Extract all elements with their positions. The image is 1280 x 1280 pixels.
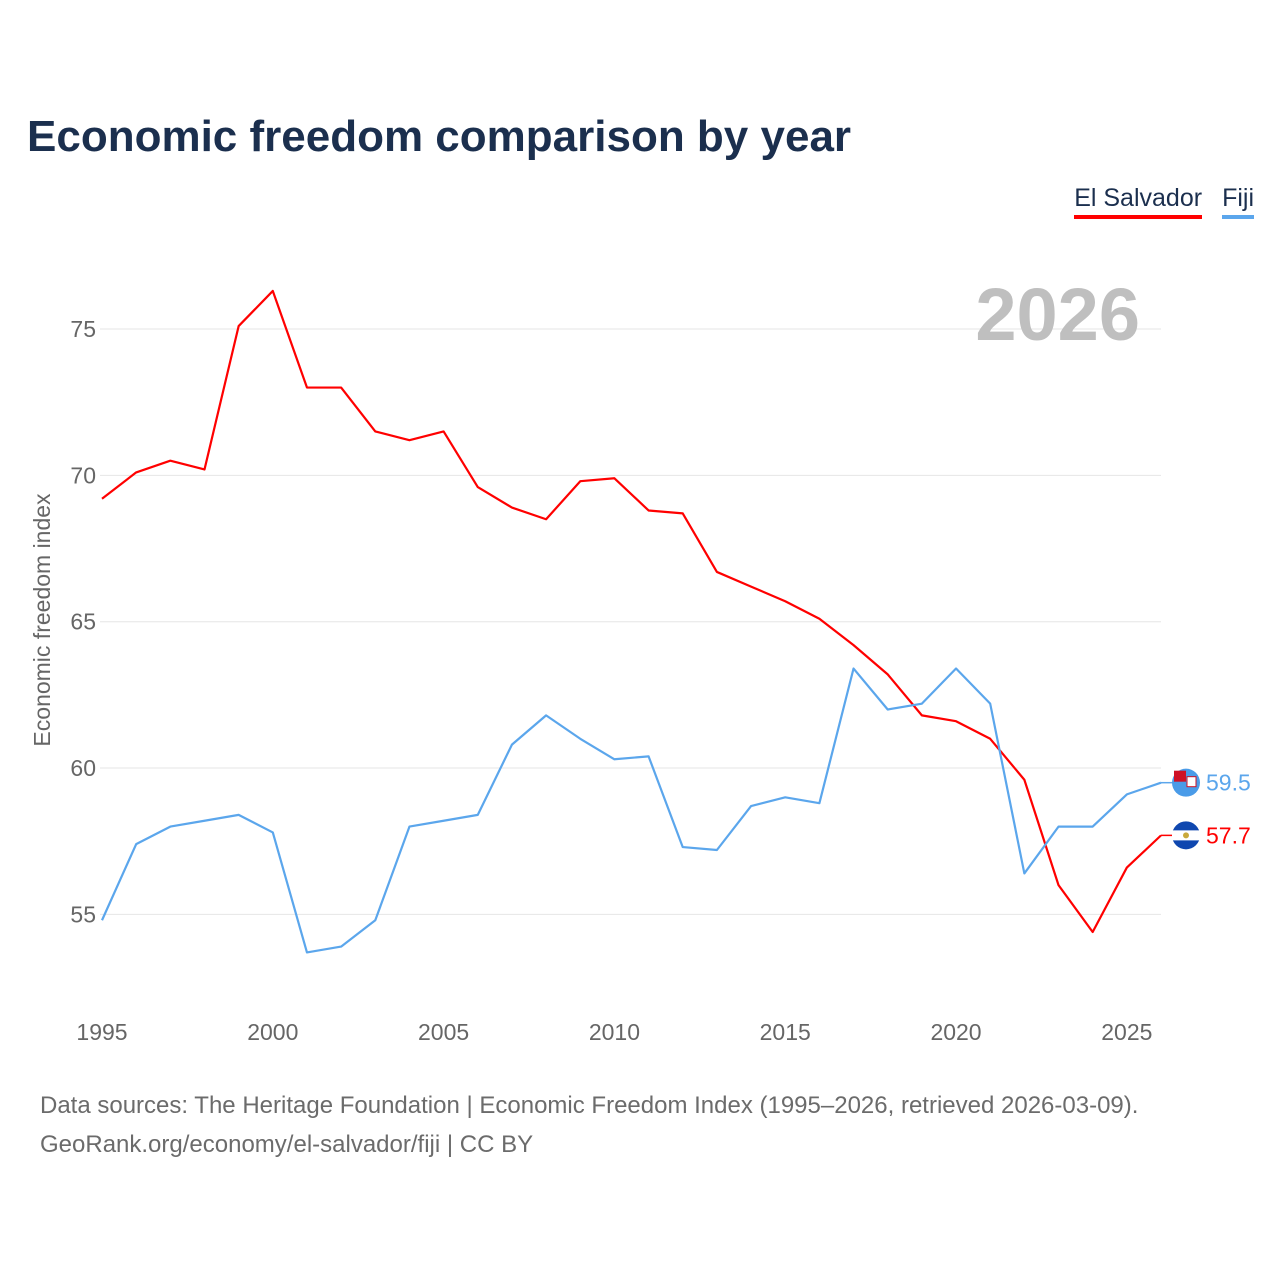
series-line-el-salvador[interactable] [101,289,1162,934]
el-salvador-flag-icon [1172,821,1200,850]
fiji-flag-icon [1172,768,1200,797]
y-tick-label: 65 [70,609,96,635]
y-tick-label: 70 [70,462,96,488]
x-tick-label: 2000 [247,1019,298,1045]
series-line-fiji[interactable] [100,667,1162,954]
year-watermark: 2026 [975,273,1140,356]
x-tick-label: 2010 [589,1019,640,1045]
x-tick-label: 2005 [418,1019,469,1045]
source-line-1: Data sources: The Heritage Foundation | … [40,1092,1139,1119]
legend-item-el-salvador[interactable]: El Salvador [1074,184,1203,219]
x-tick-label: 1995 [76,1019,127,1045]
x-tick-label: 2020 [930,1019,981,1045]
source-line-2[interactable]: GeoRank.org/economy/el-salvador/fiji | C… [40,1131,534,1158]
end-value-label: 59.5 [1206,770,1251,796]
y-tick-label: 60 [70,755,96,781]
y-tick-label: 75 [70,316,96,342]
end-value-label: 57.7 [1206,822,1251,848]
legend: El Salvador Fiji [1074,184,1254,219]
y-axis-label: Economic freedom index [29,493,55,747]
y-tick-label: 55 [70,901,96,927]
source-note: Data sources: The Heritage Foundation | … [40,1086,1138,1164]
legend-item-fiji[interactable]: Fiji [1222,184,1254,219]
chart-title: Economic freedom comparison by year [27,112,852,161]
x-tick-label: 2025 [1101,1019,1152,1045]
x-tick-label: 2015 [760,1019,811,1045]
